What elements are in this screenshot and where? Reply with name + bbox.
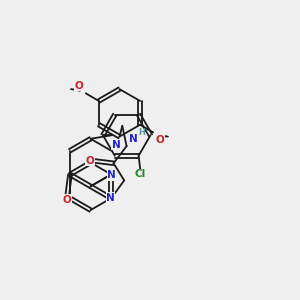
Text: O: O: [63, 195, 72, 205]
Text: N: N: [107, 170, 116, 180]
Text: N: N: [112, 140, 121, 150]
Text: O: O: [86, 156, 94, 166]
Text: N: N: [129, 134, 137, 144]
Text: Cl: Cl: [135, 169, 146, 179]
Text: H: H: [138, 128, 145, 137]
Text: N: N: [106, 193, 115, 202]
Text: O: O: [156, 135, 164, 145]
Text: O: O: [74, 81, 83, 91]
